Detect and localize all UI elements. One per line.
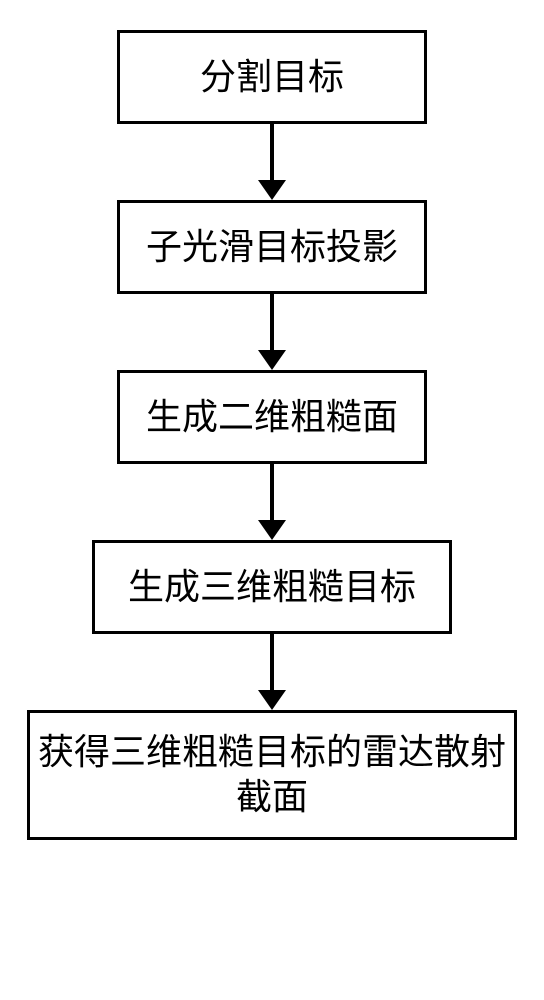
arrow-shaft [270,464,274,520]
flow-node-n2: 子光滑目标投影 [117,200,427,294]
flow-node-label: 分割目标 [200,55,344,100]
arrow-head [258,350,286,370]
arrow-down [258,634,286,710]
flow-node-n5: 获得三维粗糙目标的雷达散射截面 [27,710,517,840]
flow-node-n3: 生成二维粗糙面 [117,370,427,464]
flowchart-container: 分割目标子光滑目标投影生成二维粗糙面生成三维粗糙目标获得三维粗糙目标的雷达散射截… [0,0,544,1000]
arrow-head [258,690,286,710]
flow-node-label: 子光滑目标投影 [146,225,398,270]
flow-node-n4: 生成三维粗糙目标 [92,540,452,634]
arrow-head [258,180,286,200]
arrow-down [258,464,286,540]
arrow-shaft [270,124,274,180]
arrow-shaft [270,634,274,690]
flow-node-label: 生成二维粗糙面 [146,395,398,440]
arrow-down [258,124,286,200]
arrow-shaft [270,294,274,350]
flow-node-n1: 分割目标 [117,30,427,124]
flow-node-label: 获得三维粗糙目标的雷达散射截面 [30,730,514,820]
arrow-down [258,294,286,370]
flow-node-label: 生成三维粗糙目标 [128,565,416,610]
arrow-head [258,520,286,540]
